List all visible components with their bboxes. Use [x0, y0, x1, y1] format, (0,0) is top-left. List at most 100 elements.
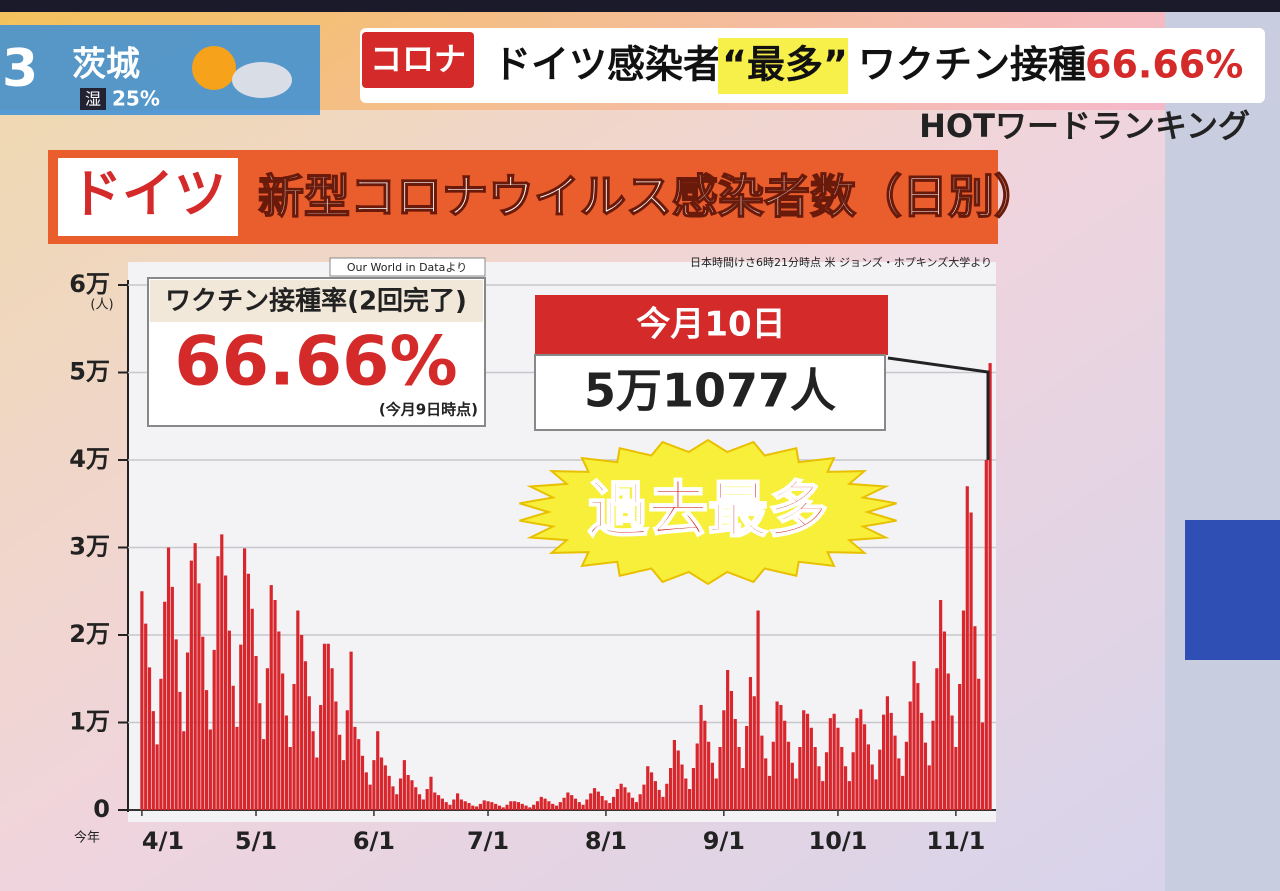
bar — [729, 691, 734, 810]
bar — [159, 678, 163, 810]
bar — [954, 747, 958, 810]
bar — [691, 768, 696, 810]
y-tick-label: 3万 — [69, 533, 110, 561]
bar — [946, 673, 950, 810]
bar — [197, 583, 201, 810]
vaccine-rate: 66.66% — [174, 323, 457, 402]
x-tick-label: 6/1 — [353, 827, 395, 855]
bar — [923, 742, 928, 810]
y-tick-label: 6万 — [69, 270, 110, 298]
top-edge — [0, 0, 1280, 12]
studio-edge — [1165, 0, 1280, 891]
bar — [977, 678, 981, 810]
bar — [760, 735, 764, 810]
bar — [843, 766, 848, 810]
bar — [494, 803, 498, 810]
bar — [551, 803, 555, 810]
bar — [208, 729, 212, 810]
bar — [958, 684, 962, 810]
studio-screen — [1185, 520, 1280, 660]
bar — [866, 744, 870, 810]
bar — [281, 673, 285, 810]
bar — [600, 796, 604, 810]
x-tick-label: 9/1 — [703, 827, 745, 855]
x-tick-label: 10/1 — [809, 827, 868, 855]
bar — [220, 534, 224, 810]
bar — [444, 802, 448, 810]
bar — [756, 610, 760, 810]
bar — [874, 779, 878, 810]
bar — [402, 760, 406, 810]
tag-box — [362, 32, 474, 88]
y-tick-label: 1万 — [69, 708, 110, 736]
bar — [334, 701, 338, 810]
bar — [817, 766, 821, 810]
bar — [459, 799, 463, 810]
bar — [722, 710, 726, 810]
bar — [562, 797, 566, 810]
bar — [216, 556, 220, 810]
bar — [433, 792, 437, 810]
bar — [368, 784, 372, 810]
bar — [467, 803, 471, 810]
bar — [661, 796, 665, 810]
x-tick-label: 5/1 — [235, 827, 277, 855]
bar — [737, 747, 741, 810]
bar — [961, 610, 966, 810]
bar — [185, 652, 190, 810]
highlight — [718, 38, 848, 94]
bar — [764, 758, 768, 810]
bar — [973, 626, 977, 810]
country-box — [58, 158, 238, 236]
bar — [547, 801, 551, 810]
bar — [779, 705, 783, 810]
bar — [292, 684, 296, 810]
bar — [212, 649, 216, 810]
bar — [707, 741, 711, 810]
bar — [273, 600, 277, 810]
bar — [147, 667, 152, 810]
bar — [581, 804, 585, 810]
bar — [893, 735, 897, 810]
bar — [688, 789, 692, 810]
bar — [836, 727, 840, 810]
bar — [771, 741, 775, 810]
bar — [805, 713, 810, 810]
bar — [349, 651, 353, 810]
vaccine-note: (今月9日時点) — [379, 401, 478, 419]
vaccine-box: Our World in Dataより ワクチン接種率(2回完了) 66.66%… — [147, 257, 486, 427]
bar — [783, 720, 787, 810]
bar — [262, 739, 266, 810]
humidity: 25% — [112, 87, 160, 111]
bar — [878, 749, 882, 810]
bar — [163, 601, 167, 810]
bar — [703, 720, 707, 810]
bar — [897, 758, 901, 810]
bar — [532, 804, 536, 810]
bar — [767, 775, 772, 810]
bar — [528, 807, 532, 810]
bar — [577, 802, 581, 810]
bar — [847, 781, 851, 810]
bar — [908, 701, 912, 810]
x-tick-label: 4/1 — [142, 827, 184, 855]
bar — [611, 796, 616, 810]
bar — [231, 685, 235, 810]
y-unit: (人) — [90, 298, 113, 313]
bar — [969, 512, 973, 810]
bar — [832, 713, 836, 810]
bar — [497, 805, 502, 810]
bar — [482, 800, 486, 810]
bar — [471, 805, 475, 810]
bar — [775, 701, 779, 810]
bar — [144, 623, 148, 810]
bar — [669, 768, 673, 810]
bar — [862, 724, 867, 810]
headline-part: 66.66% — [1085, 43, 1243, 87]
bar — [695, 743, 699, 810]
bar — [539, 796, 543, 810]
bar — [227, 630, 231, 810]
bar — [513, 801, 517, 810]
callout-date: 今月10日 — [636, 305, 785, 345]
